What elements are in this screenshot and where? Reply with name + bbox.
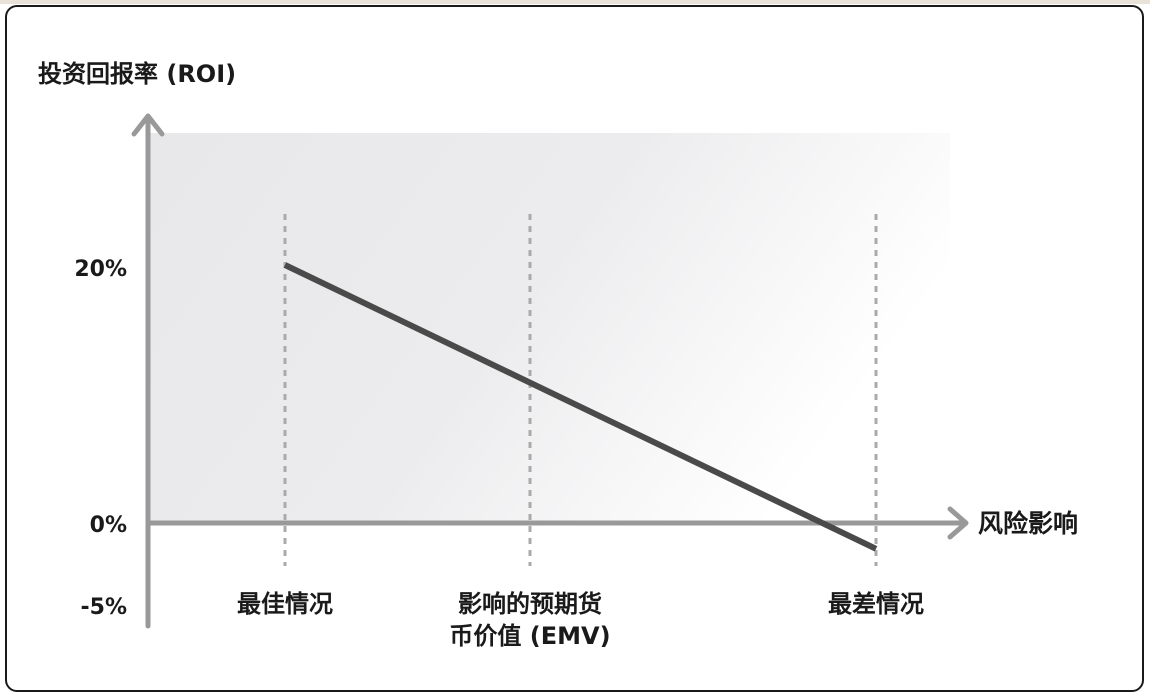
x-axis-arrow — [947, 506, 969, 540]
page-top-edge — [0, 0, 1150, 4]
x-category-label: 最差情况 — [828, 590, 924, 618]
x-category-label: 最佳情况 — [237, 590, 333, 618]
y-axis-label: 投资回报率 (ROI) — [38, 60, 236, 88]
y-axis-arrow — [131, 113, 165, 137]
x-category-label: 币价值 (EMV) — [449, 622, 610, 650]
plot-shade — [148, 133, 950, 523]
y-tick-label: 20% — [74, 257, 127, 282]
y-tick-label: 0% — [90, 513, 127, 538]
x-axis-label: 风险影响 — [978, 509, 1078, 538]
roi-line — [283, 262, 878, 552]
x-category-label: 影响的预期货 — [458, 590, 602, 618]
y-tick-label: -5% — [81, 595, 127, 620]
